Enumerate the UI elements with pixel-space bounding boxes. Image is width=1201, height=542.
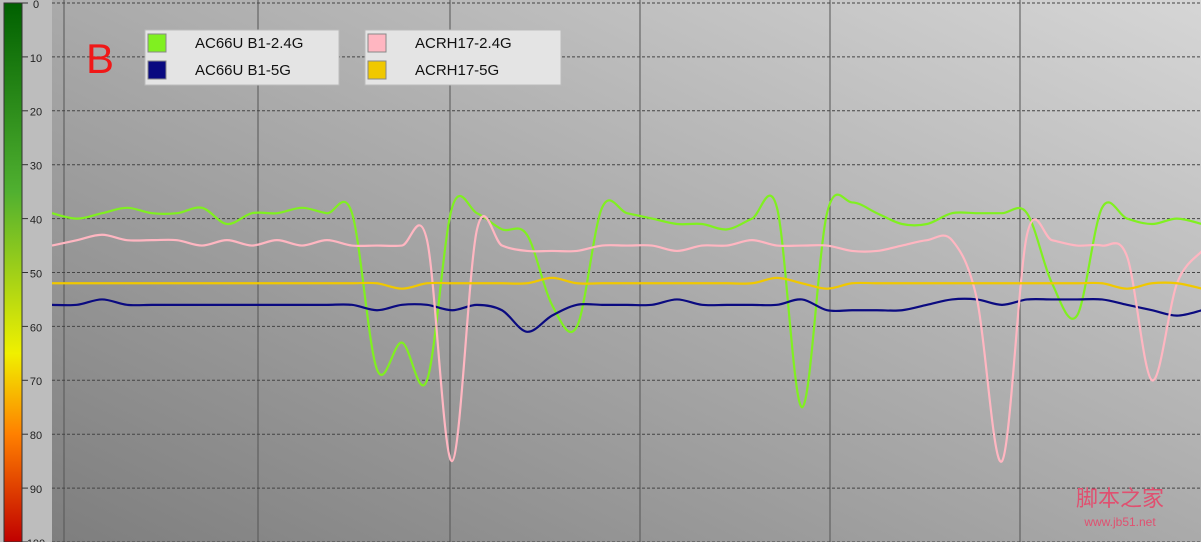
color-scale [3,2,23,542]
legend-swatch [147,33,167,53]
legend-box [144,29,340,86]
y-tick-label: 20 [30,107,42,119]
watermark-url: www.jb51.net [1083,515,1156,529]
series-line [51,193,1201,409]
y-tick-label: 10 [30,53,42,65]
y-tick-label: 0 [33,0,39,11]
legend-swatch [367,60,387,80]
legend-label: ACRH17-2.4G [415,35,512,52]
series-line [52,276,1201,290]
y-tick-label: 90 [30,484,42,496]
legend-box [364,29,562,86]
legend-swatch [367,33,387,53]
vertical-lines [63,0,1021,542]
legend-label: AC66U B1-5G [195,62,291,79]
legend-label: AC66U B1-2.4G [195,35,303,52]
y-tick-label: 80 [30,430,42,442]
y-tick-label: 70 [30,376,42,388]
watermark: 脚本之家 [1076,486,1164,511]
series-line [51,297,1201,333]
legend-label: ACRH17-5G [415,62,499,79]
legend-swatch [147,60,167,80]
y-tick-label: 40 [30,215,42,227]
plot-area [52,0,1201,542]
y-tick-label: 30 [30,161,42,173]
y-tick-label: 100 [27,538,45,542]
y-tick-label: 60 [30,322,42,334]
y-tick-label: 50 [30,268,42,280]
annotation: B [86,35,114,82]
